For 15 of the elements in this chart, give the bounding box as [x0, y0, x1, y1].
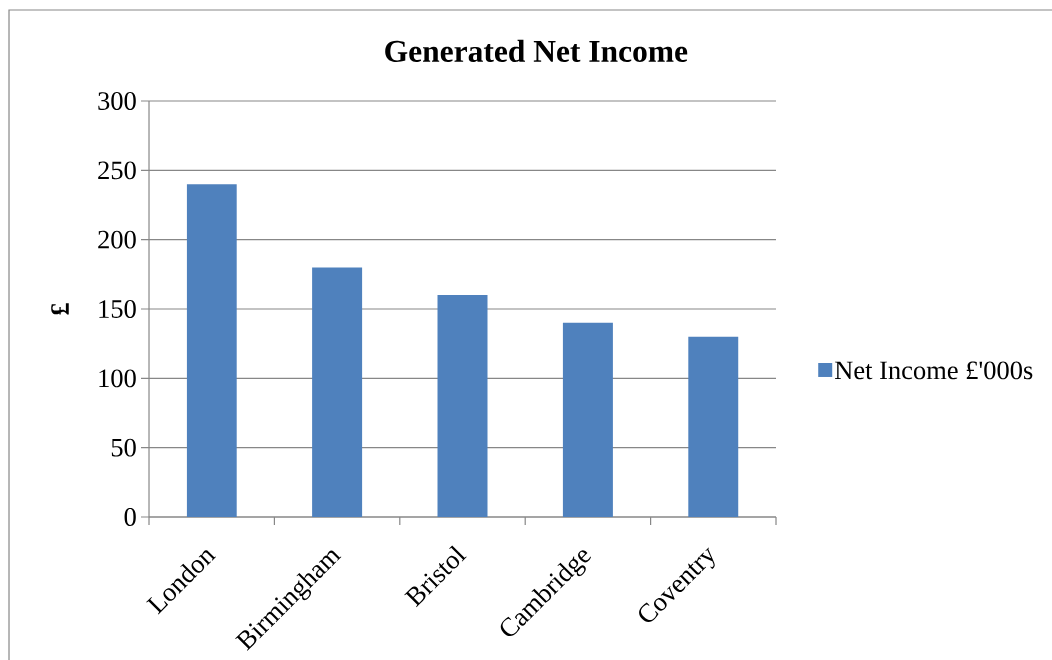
y-tick-label: 300 [98, 92, 136, 110]
bar [186, 184, 237, 517]
y-tick-label: 50 [111, 438, 136, 457]
bar [562, 322, 613, 517]
y-tick-label: 100 [99, 369, 136, 388]
chart-title: Generated Net Income [385, 39, 688, 62]
bar [312, 267, 363, 517]
y-tick-label: 150 [99, 300, 136, 318]
bar [437, 295, 488, 517]
y-tick-label: 0 [124, 508, 136, 526]
y-tick-label: 200 [98, 230, 136, 249]
y-tick-label: 250 [98, 161, 136, 180]
bar [688, 336, 739, 517]
legend-label: Net Income £'000s [834, 361, 1033, 380]
y-axis-title: £ [51, 303, 69, 315]
